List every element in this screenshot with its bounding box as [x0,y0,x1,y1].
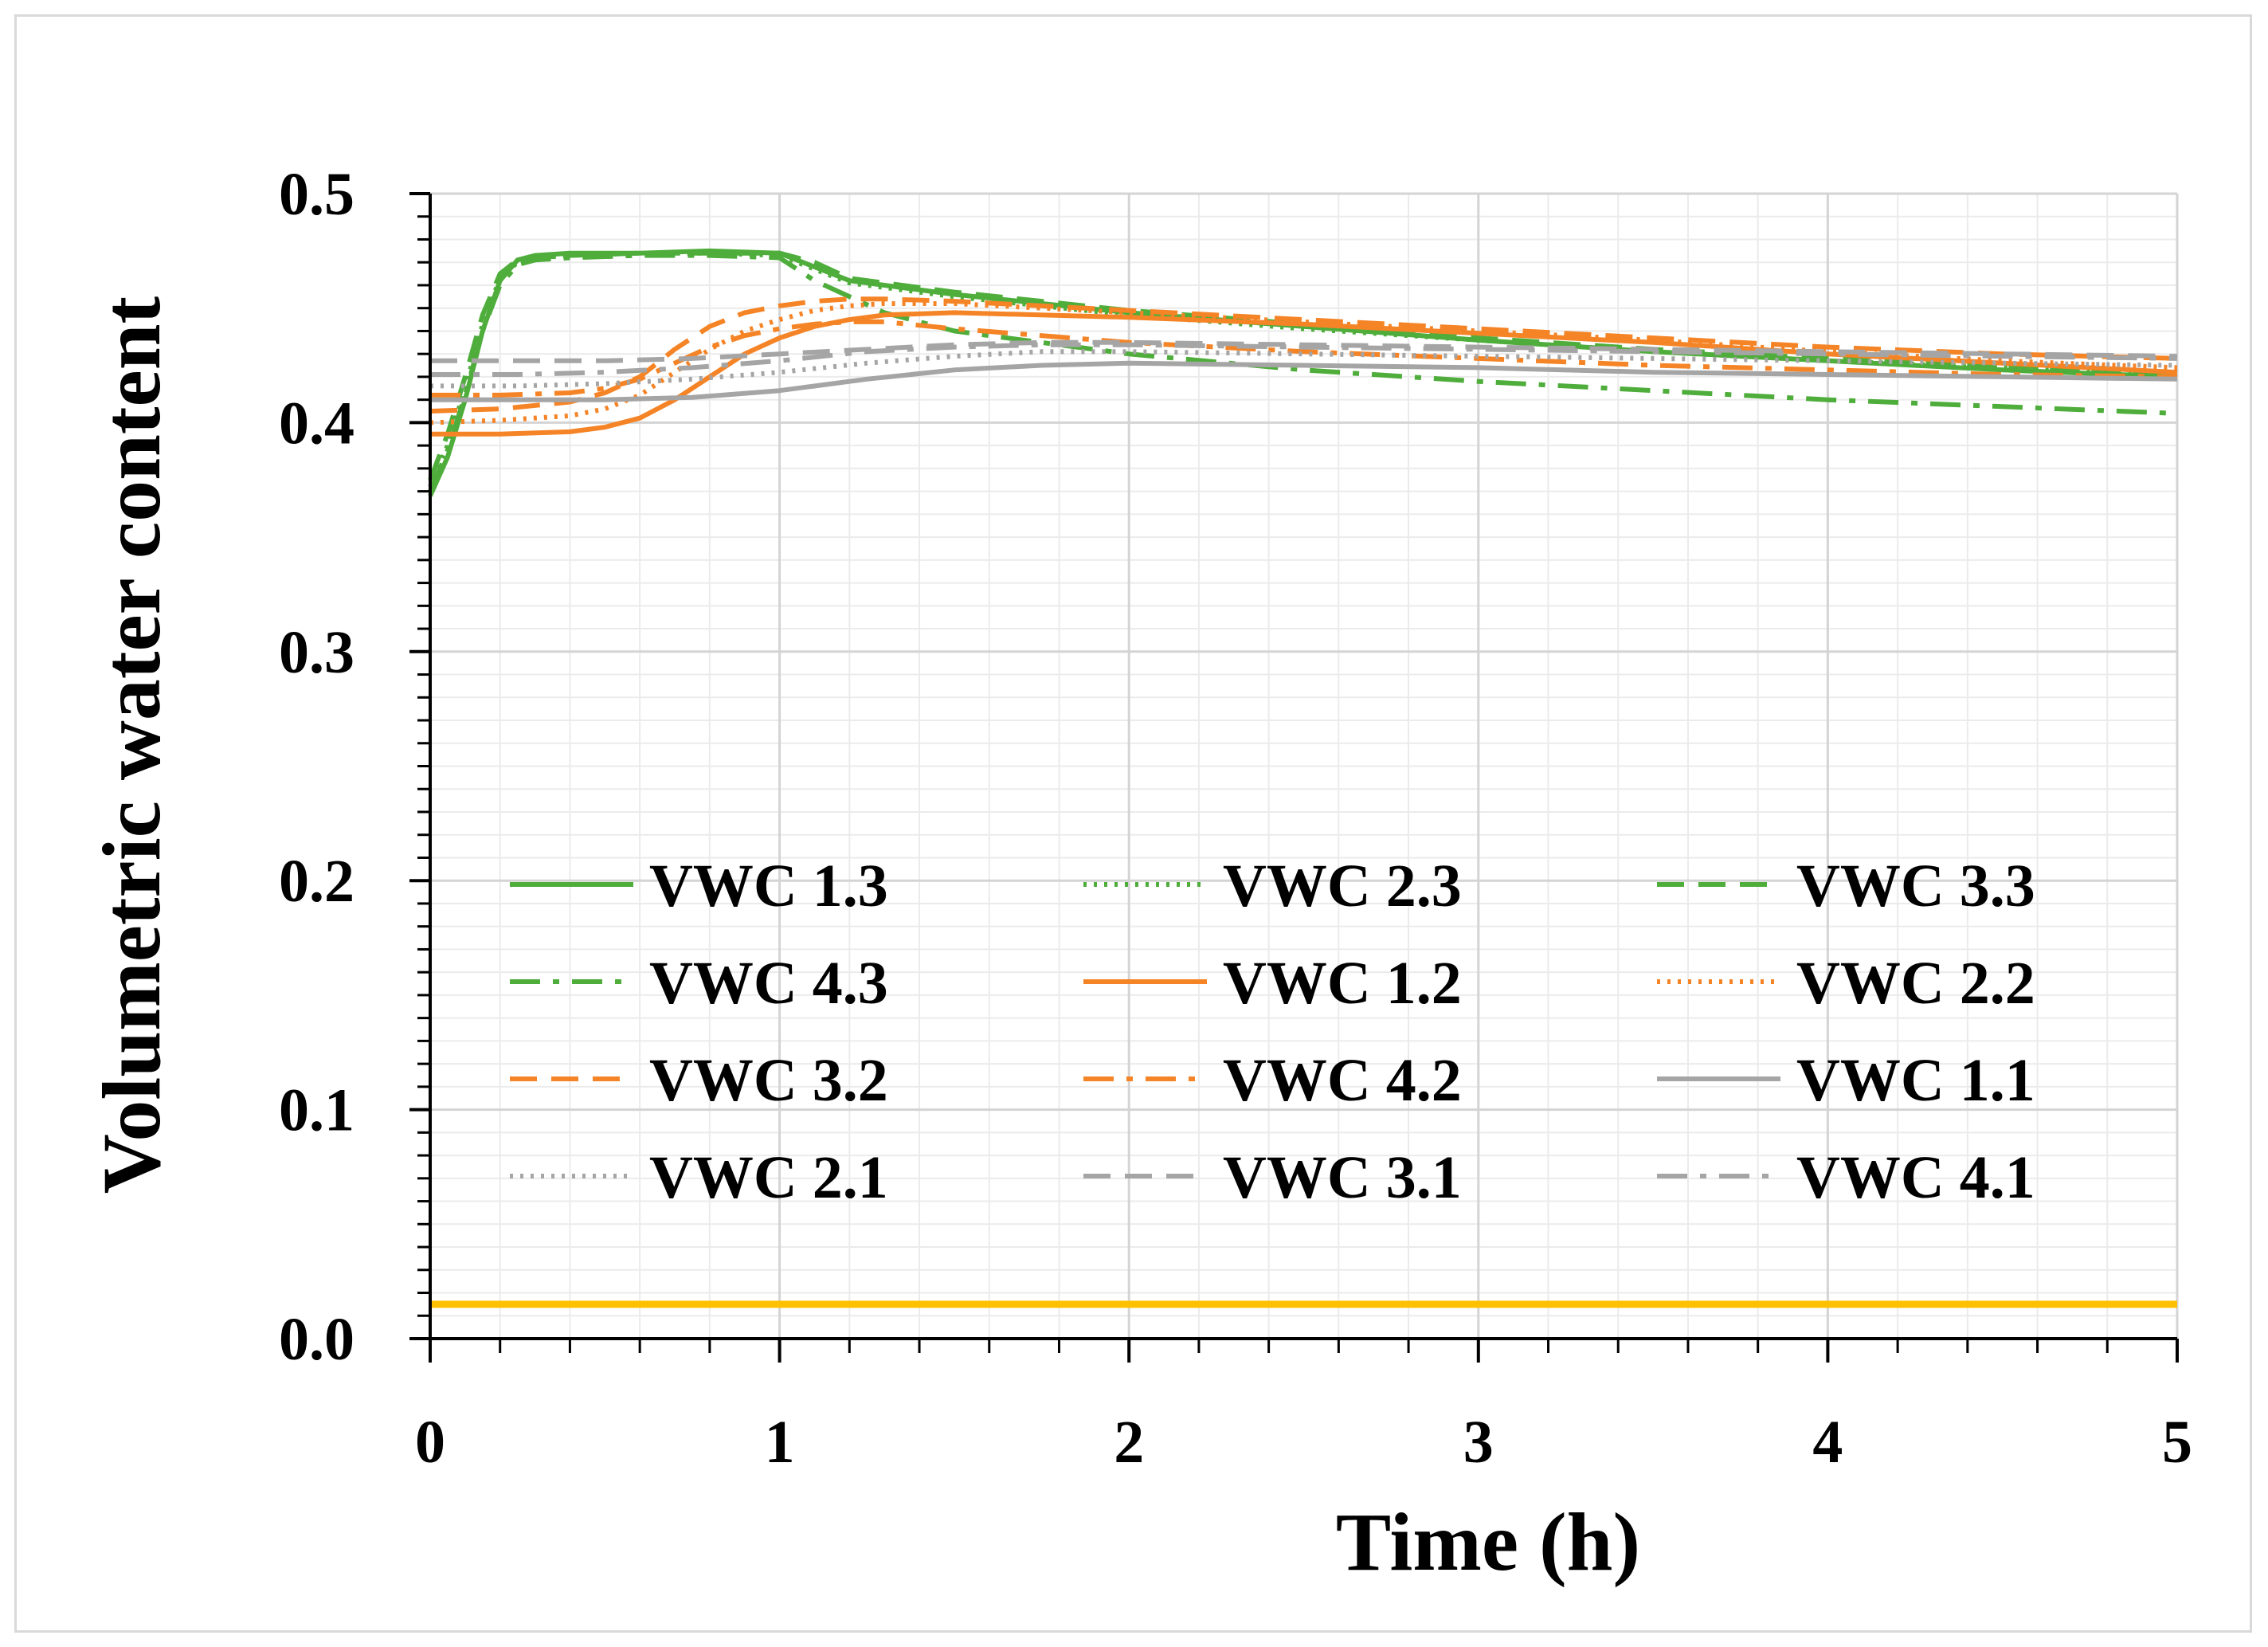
legend-label: VWC 4.1 [1796,1144,2035,1211]
y-axis-title: Volumetric water content [86,296,178,1194]
legend-item: VWC 1.1 [1657,1047,2035,1114]
y-tick-label: 0.3 [279,619,354,686]
series-line-vwc-3-2 [429,296,2178,414]
legend-label: VWC 2.1 [649,1144,888,1211]
series-line-vwc-2-2 [429,301,2178,425]
axes [409,192,2179,1363]
legend-item: VWC 2.2 [1657,950,2035,1017]
x-axis-title: Time (h) [1336,1496,1640,1588]
tick-labels: 0.0 0.1 0.2 0.3 0.4 0.5 0 1 2 3 4 5 [279,161,2192,1476]
series-line-vwc-3-1 [430,339,2178,363]
chart-frame [14,14,2252,1633]
x-tick-label: 5 [2162,1409,2192,1476]
legend-item: VWC 3.3 [1657,853,2035,920]
y-tick-label: 0.0 [279,1306,354,1373]
legend-item: VWC 1.2 [1083,950,1462,1017]
x-tick-label: 3 [1463,1409,1494,1476]
legend-item: VWC 2.3 [1083,853,1462,920]
x-tick-label: 0 [415,1409,445,1476]
legend-label: VWC 1.3 [649,853,888,920]
legend-label: VWC 2.3 [1223,853,1462,920]
x-tick-label: 4 [1812,1409,1843,1476]
legend-label: VWC 3.2 [649,1047,888,1114]
series-lines [428,248,2178,497]
legend-label: VWC 3.3 [1796,853,2035,920]
legend-label: VWC 3.1 [1223,1144,1462,1211]
legend-item: VWC 3.2 [510,1047,888,1114]
series-line-vwc-2-1 [430,349,2178,389]
legend-item: VWC 4.1 [1657,1144,2035,1211]
y-tick-label: 0.4 [279,390,354,457]
legend: VWC 1.3 VWC 2.3 VWC 3.3 VWC 4.3 VWC 1.2 VWC 2… [510,853,2035,1211]
x-tick-label: 1 [765,1409,795,1476]
y-tick-label: 0.2 [279,848,354,915]
legend-item: VWC 3.1 [1083,1144,1462,1211]
series-line-vwc-4-2 [430,319,2178,398]
legend-item: VWC 2.1 [510,1144,888,1211]
series-line-vwc-1-2 [430,310,2178,437]
legend-label: VWC 1.2 [1223,950,1462,1017]
series-line-vwc-4-1 [430,342,2178,377]
legend-label: VWC 1.1 [1796,1047,2035,1114]
legend-label: VWC 4.2 [1223,1047,1462,1114]
x-tick-label: 2 [1114,1409,1144,1476]
series-line-vwc-3-3 [428,250,2178,481]
y-tick-label: 0.1 [279,1077,354,1144]
series-line-vwc-4-3 [428,253,2178,492]
legend-label: VWC 4.3 [649,950,888,1017]
series-line-vwc-2-3 [428,250,2178,488]
legend-item: VWC 4.2 [1083,1047,1462,1114]
series-line-vwc-1-1 [430,360,2178,402]
legend-label: VWC 2.2 [1796,950,2035,1017]
y-tick-label: 0.5 [279,161,354,228]
legend-item: VWC 4.3 [510,950,888,1017]
legend-item: VWC 1.3 [510,853,888,920]
